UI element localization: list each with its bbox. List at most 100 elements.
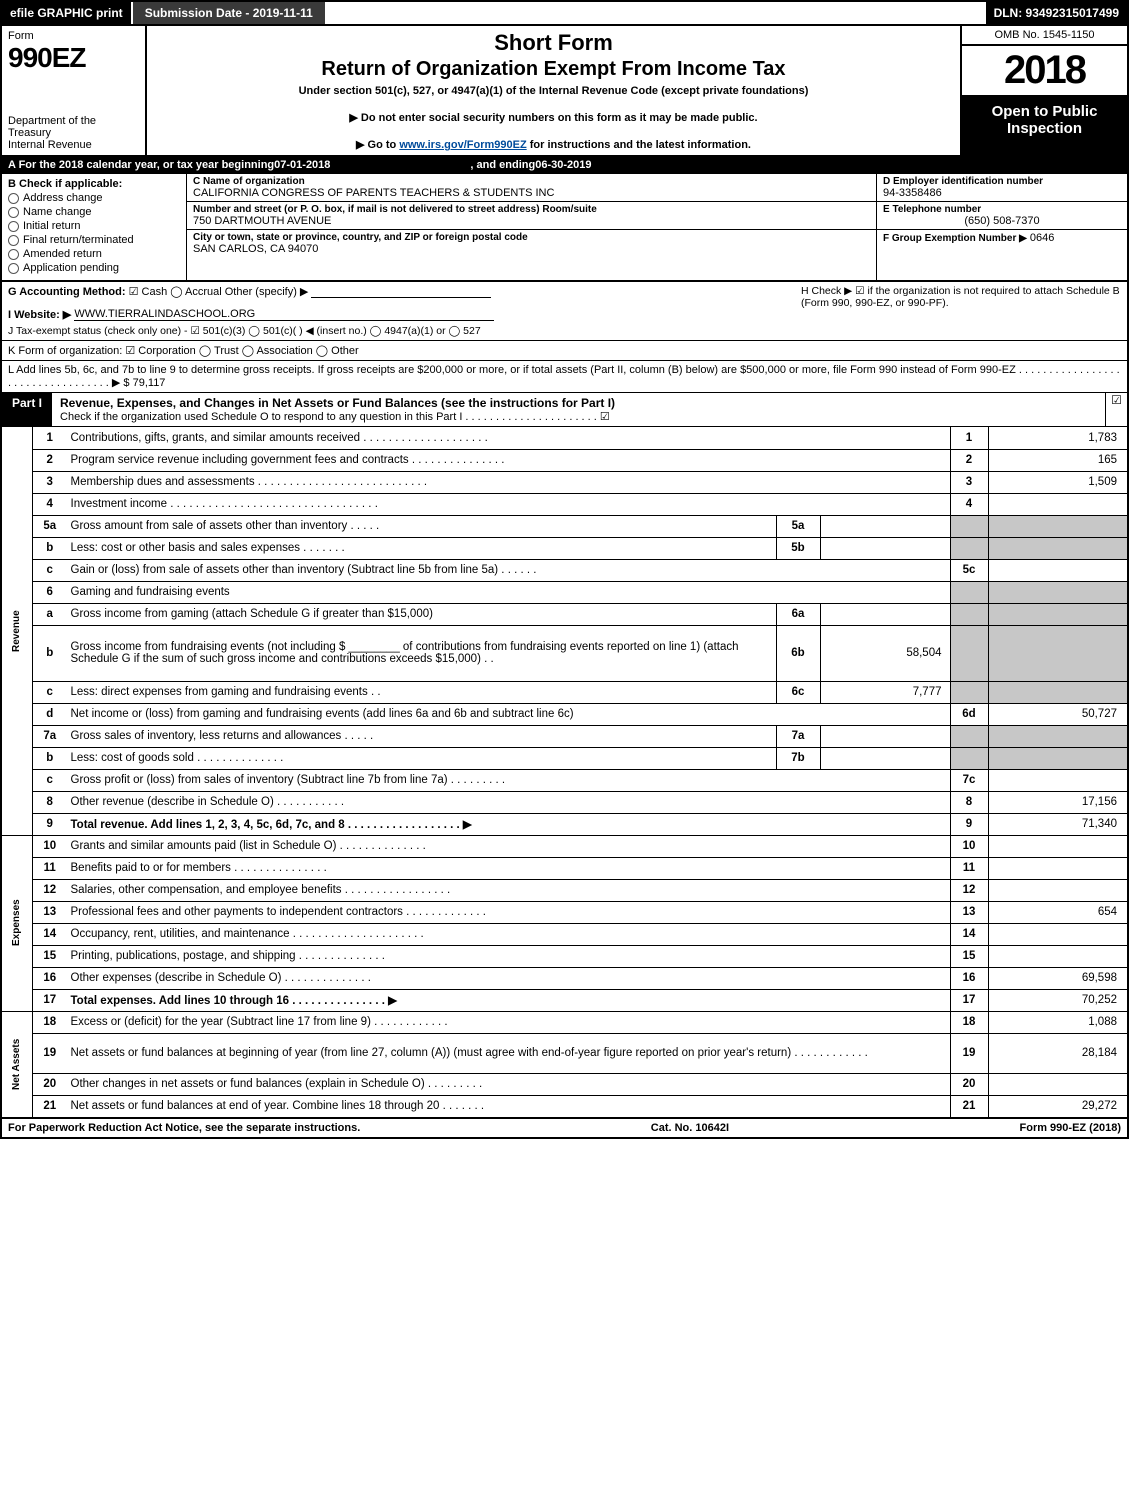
line-amount bbox=[988, 603, 1128, 625]
line-amount bbox=[988, 835, 1128, 857]
col-b-item[interactable]: Address change bbox=[8, 192, 180, 204]
line-desc: Net assets or fund balances at end of ye… bbox=[67, 1095, 951, 1117]
line-desc: Membership dues and assessments . . . . … bbox=[67, 471, 951, 493]
row-j-tax-exempt[interactable]: J Tax-exempt status (check only one) - ☑… bbox=[8, 325, 801, 337]
g-options[interactable]: ☑ Cash ◯ Accrual Other (specify) ▶ bbox=[129, 286, 309, 298]
line-number: 12 bbox=[33, 879, 67, 901]
org-name-row: C Name of organization CALIFORNIA CONGRE… bbox=[187, 174, 876, 202]
ein-label: D Employer identification number bbox=[883, 176, 1121, 187]
table-row: Net Assets18Excess or (deficit) for the … bbox=[1, 1011, 1128, 1033]
header-right: OMB No. 1545-1150 2018 Open to Public In… bbox=[962, 26, 1127, 155]
line-num-col bbox=[950, 681, 988, 703]
org-street-row: Number and street (or P. O. box, if mail… bbox=[187, 202, 876, 230]
line-number: 11 bbox=[33, 857, 67, 879]
line-amount bbox=[988, 537, 1128, 559]
col-b-item[interactable]: Amended return bbox=[8, 248, 180, 260]
top-bar: efile GRAPHIC print Submission Date - 20… bbox=[0, 0, 1129, 26]
part-1-title: Revenue, Expenses, and Changes in Net As… bbox=[52, 393, 1105, 426]
table-row: 11Benefits paid to or for members . . . … bbox=[1, 857, 1128, 879]
line-desc: Less: cost of goods sold . . . . . . . .… bbox=[67, 747, 777, 769]
table-row: 14Occupancy, rent, utilities, and mainte… bbox=[1, 923, 1128, 945]
col-b-item-label: Address change bbox=[23, 192, 103, 204]
part-1-checkbox[interactable]: ☑ bbox=[1105, 393, 1127, 426]
line-number: 3 bbox=[33, 471, 67, 493]
omb-number: OMB No. 1545-1150 bbox=[962, 26, 1127, 46]
website-value[interactable]: WWW.TIERRALINDASCHOOL.ORG bbox=[74, 308, 494, 321]
section-label: Revenue bbox=[1, 427, 33, 835]
line-num-col: 2 bbox=[950, 449, 988, 471]
line-number: 18 bbox=[33, 1011, 67, 1033]
table-row: 9Total revenue. Add lines 1, 2, 3, 4, 5c… bbox=[1, 813, 1128, 835]
table-row: 19Net assets or fund balances at beginni… bbox=[1, 1033, 1128, 1073]
note-goto-pre: ▶ Go to bbox=[356, 139, 399, 151]
table-row: Revenue1Contributions, gifts, grants, an… bbox=[1, 427, 1128, 449]
table-row: 16Other expenses (describe in Schedule O… bbox=[1, 967, 1128, 989]
line-number: 6 bbox=[33, 581, 67, 603]
line-desc: Professional fees and other payments to … bbox=[67, 901, 951, 923]
line-amount bbox=[988, 747, 1128, 769]
line-number: 17 bbox=[33, 989, 67, 1011]
col-b-item[interactable]: Name change bbox=[8, 206, 180, 218]
line-desc: Gross sales of inventory, less returns a… bbox=[67, 725, 777, 747]
line-num-col bbox=[950, 747, 988, 769]
line-number: a bbox=[33, 603, 67, 625]
footer-paperwork: For Paperwork Reduction Act Notice, see … bbox=[8, 1122, 360, 1134]
checkbox-icon[interactable] bbox=[8, 193, 19, 204]
table-row: 20Other changes in net assets or fund ba… bbox=[1, 1073, 1128, 1095]
line-number: 4 bbox=[33, 493, 67, 515]
footer-formref: Form 990-EZ (2018) bbox=[1020, 1122, 1121, 1134]
line-num-col bbox=[950, 725, 988, 747]
dept-treasury: Department of the Treasury bbox=[8, 115, 96, 139]
checkbox-icon[interactable] bbox=[8, 235, 19, 246]
line-number: b bbox=[33, 537, 67, 559]
line-number: 19 bbox=[33, 1033, 67, 1073]
col-b-item-label: Name change bbox=[23, 206, 92, 218]
table-row: dNet income or (loss) from gaming and fu… bbox=[1, 703, 1128, 725]
table-row: 2Program service revenue including gover… bbox=[1, 449, 1128, 471]
tel-label: E Telephone number bbox=[883, 204, 1121, 215]
org-street-label: Number and street (or P. O. box, if mail… bbox=[193, 204, 870, 215]
irs-link[interactable]: www.irs.gov/Form990EZ bbox=[399, 139, 526, 151]
line-num-col: 5c bbox=[950, 559, 988, 581]
col-b-item[interactable]: Application pending bbox=[8, 262, 180, 274]
line-amount bbox=[988, 857, 1128, 879]
sub-line-value bbox=[820, 725, 950, 747]
header-center: Short Form Return of Organization Exempt… bbox=[147, 26, 962, 155]
part-1-table: Revenue1Contributions, gifts, grants, an… bbox=[0, 427, 1129, 1118]
checkbox-icon[interactable] bbox=[8, 221, 19, 232]
col-b-item[interactable]: Final return/terminated bbox=[8, 234, 180, 246]
checkbox-icon[interactable] bbox=[8, 207, 19, 218]
g-other-specify[interactable] bbox=[311, 297, 491, 298]
checkbox-icon[interactable] bbox=[8, 249, 19, 260]
table-row: 17Total expenses. Add lines 10 through 1… bbox=[1, 989, 1128, 1011]
line-num-col: 17 bbox=[950, 989, 988, 1011]
col-b-item[interactable]: Initial return bbox=[8, 220, 180, 232]
row-k-form-of-org[interactable]: K Form of organization: ☑ Corporation ◯ … bbox=[0, 341, 1129, 361]
sub-line-value: 7,777 bbox=[820, 681, 950, 703]
form-number: 990EZ bbox=[8, 42, 139, 74]
table-row: 15Printing, publications, postage, and s… bbox=[1, 945, 1128, 967]
line-desc: Gross amount from sale of assets other t… bbox=[67, 515, 777, 537]
line-num-col bbox=[950, 581, 988, 603]
table-row: 13Professional fees and other payments t… bbox=[1, 901, 1128, 923]
line-a-mid: , and ending bbox=[470, 159, 535, 171]
line-desc: Contributions, gifts, grants, and simila… bbox=[67, 427, 951, 449]
line-amount: 71,340 bbox=[988, 813, 1128, 835]
checkbox-icon[interactable] bbox=[8, 263, 19, 274]
line-a-pre: A For the 2018 calendar year, or tax yea… bbox=[8, 159, 274, 171]
efile-label[interactable]: efile GRAPHIC print bbox=[2, 2, 131, 24]
line-desc: Less: direct expenses from gaming and fu… bbox=[67, 681, 777, 703]
line-amount bbox=[988, 493, 1128, 515]
subtitle: Under section 501(c), 527, or 4947(a)(1)… bbox=[153, 85, 954, 97]
department-label: Department of the Treasury Internal Reve… bbox=[8, 115, 139, 151]
line-desc: Net income or (loss) from gaming and fun… bbox=[67, 703, 951, 725]
line-number: 7a bbox=[33, 725, 67, 747]
table-row: bLess: cost of goods sold . . . . . . . … bbox=[1, 747, 1128, 769]
table-row: cLess: direct expenses from gaming and f… bbox=[1, 681, 1128, 703]
line-amount: 654 bbox=[988, 901, 1128, 923]
sub-line-number: 6a bbox=[776, 603, 820, 625]
sub-line-number: 7b bbox=[776, 747, 820, 769]
org-city-row: City or town, state or province, country… bbox=[187, 230, 876, 280]
page-footer: For Paperwork Reduction Act Notice, see … bbox=[0, 1118, 1129, 1139]
line-number: b bbox=[33, 625, 67, 681]
